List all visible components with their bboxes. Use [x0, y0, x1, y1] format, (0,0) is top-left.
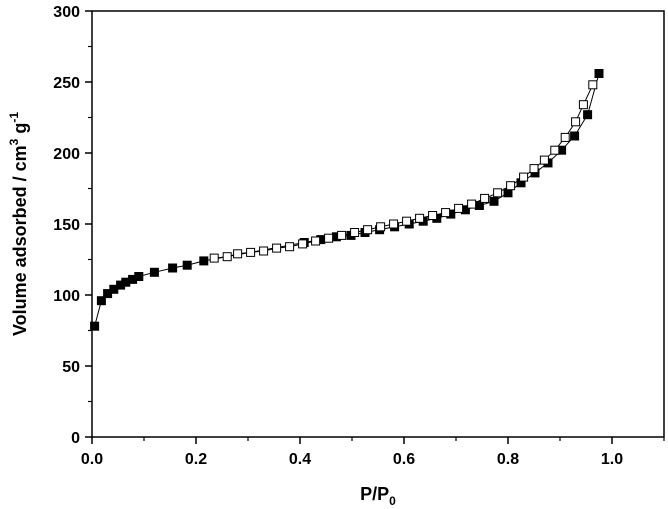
- desorption-point: [428, 211, 438, 220]
- adsorption-point: [90, 321, 100, 331]
- adsorption-point: [489, 196, 499, 206]
- desorption-point: [246, 247, 256, 257]
- adsorption-point: [594, 69, 604, 78]
- desorption-point: [350, 228, 360, 237]
- x-tick-label: 0.8: [497, 451, 519, 468]
- desorption-point: [588, 80, 598, 90]
- desorption-point: [467, 199, 477, 209]
- y-tick-label: 0: [71, 430, 80, 447]
- desorption-point: [324, 233, 334, 243]
- desorption-point: [363, 225, 373, 235]
- desorption-point: [571, 117, 581, 127]
- desorption-point: [298, 239, 308, 249]
- desorption-point: [415, 213, 425, 223]
- desorption-point: [389, 219, 399, 229]
- y-axis-title-sup2: -1: [7, 112, 21, 123]
- adsorption-point: [570, 131, 580, 141]
- adsorption-point: [199, 256, 209, 266]
- desorption-point: [209, 253, 219, 263]
- adsorption-point: [583, 110, 593, 120]
- desorption-point: [454, 203, 464, 213]
- desorption-point: [529, 164, 539, 174]
- x-tick-label: 0.4: [289, 451, 311, 468]
- desorption-point: [519, 172, 529, 182]
- adsorption-point: [182, 260, 192, 270]
- tick-labels: 0.0 0.2 0.4 0.6 0.8 1.0 0 50 100 150 200 250 300: [53, 4, 623, 468]
- adsorption-point: [168, 263, 178, 273]
- desorption-point: [272, 243, 282, 253]
- y-axis-title-mid: g: [10, 123, 30, 139]
- desorption-point: [539, 155, 549, 165]
- y-tick-label: 200: [53, 146, 80, 163]
- y-axis-title-main: Volume adsorbed / cm: [10, 145, 30, 336]
- desorption-point: [233, 249, 243, 259]
- plot-marks: [90, 69, 604, 331]
- desorption-point: [402, 216, 412, 226]
- x-axis-title-sub: 0: [389, 494, 396, 508]
- y-tick-label: 250: [53, 75, 80, 92]
- adsorption-point: [96, 296, 106, 306]
- desorption-point: [259, 246, 269, 256]
- desorption-point: [376, 222, 386, 232]
- y-tick-label: 100: [53, 288, 80, 305]
- desorption-point: [550, 145, 560, 155]
- y-tick-label: 150: [53, 217, 80, 234]
- axis-ticks: [85, 10, 665, 444]
- adsorption-point: [149, 267, 159, 277]
- desorption-point: [578, 100, 588, 110]
- y-tick-label: 50: [62, 359, 80, 376]
- desorption-point: [493, 188, 503, 198]
- desorption-point: [441, 208, 451, 218]
- x-tick-label: 0.6: [393, 451, 415, 468]
- desorption-point: [506, 181, 516, 191]
- x-tick-label: 0.0: [81, 451, 103, 468]
- desorption-point: [560, 132, 570, 142]
- y-axis-title-sup1: 3: [7, 138, 21, 145]
- adsorption-line: [94, 73, 600, 327]
- desorption-point: [285, 242, 295, 252]
- y-tick-label: 300: [53, 4, 80, 21]
- x-tick-label: 0.2: [185, 451, 207, 468]
- desorption-point: [311, 236, 321, 246]
- y-axis-title: Volume adsorbed / cm3 g-1: [7, 112, 30, 336]
- x-axis-title-base: P/P: [360, 484, 389, 504]
- adsorption-point: [134, 272, 144, 281]
- x-tick-label: 1.0: [601, 451, 623, 468]
- desorption-point: [337, 230, 347, 240]
- x-axis-title: P/P0: [360, 484, 396, 508]
- desorption-point: [480, 193, 490, 203]
- desorption-point: [222, 252, 232, 262]
